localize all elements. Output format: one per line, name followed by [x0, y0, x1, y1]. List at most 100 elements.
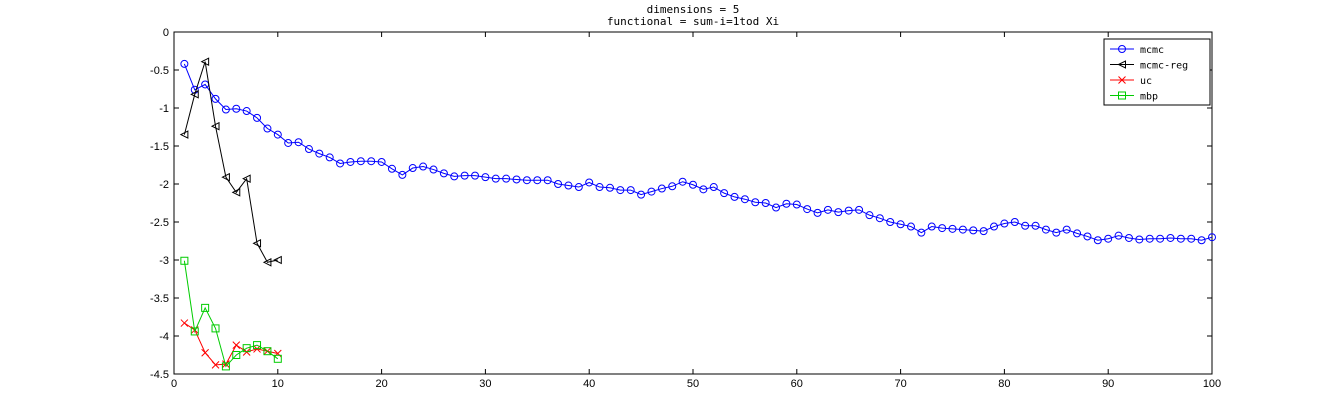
- series-line-mbp: [183, 260, 279, 368]
- x-tick-label: 60: [791, 378, 803, 390]
- series-mcmc-reg: [179, 57, 282, 267]
- legend-marker-mbp: [1118, 91, 1126, 100]
- legend-label-uc: uc: [1140, 76, 1152, 87]
- data-point-mcmc: [1104, 234, 1113, 243]
- y-tick-label: 0: [163, 27, 169, 39]
- y-tick-label: -2.5: [150, 217, 169, 229]
- data-point-mcmc: [387, 164, 396, 173]
- data-point-mcmc: [284, 138, 293, 147]
- data-point-mcmc: [336, 159, 345, 168]
- data-point-mcmc: [325, 153, 334, 162]
- legend-label-mcmc: mcmc: [1140, 45, 1164, 56]
- series-line-mcmc: [183, 63, 1213, 241]
- data-point-mcmc: [1145, 234, 1154, 243]
- data-point-mcmc: [439, 169, 448, 178]
- legend-marker-uc: [1118, 76, 1126, 84]
- data-point-mcmc: [419, 162, 428, 171]
- data-point-mcmc: [356, 157, 365, 166]
- data-point-mcmc: [242, 107, 251, 116]
- data-point-mbp: [211, 324, 220, 333]
- data-point-mcmc: [1000, 219, 1009, 228]
- data-point-mcmc: [823, 205, 832, 214]
- data-point-mcmc: [1052, 228, 1061, 237]
- y-tick-label: -1: [159, 103, 169, 115]
- data-point-mcmc: [1124, 233, 1133, 242]
- x-tick-label: 30: [479, 378, 491, 390]
- data-point-mcmc: [574, 183, 583, 192]
- data-point-mcmc: [502, 174, 511, 183]
- data-point-mcmc: [616, 186, 625, 195]
- x-tick-label: 10: [272, 378, 284, 390]
- legend-marker-mcmc-reg: [1117, 60, 1126, 69]
- data-point-mcmc: [948, 224, 957, 233]
- data-point-mcmc: [1156, 234, 1165, 243]
- y-tick-label: -4.5: [150, 369, 169, 381]
- data-point-mcmc: [595, 183, 604, 192]
- data-point-mcmc: [938, 224, 947, 233]
- data-point-mcmc: [512, 175, 521, 184]
- plot-area: 0 10 20 30 40 50 60 70 80 90 100 0 -0.5 -1 -1.5 -2 -2.5 -…: [150, 27, 1221, 390]
- data-point-mcmc: [346, 157, 355, 166]
- data-point-mcmc-reg: [200, 57, 210, 66]
- data-point-mcmc: [896, 220, 905, 229]
- data-point-mcmc: [927, 222, 936, 231]
- x-tick-label: 80: [998, 378, 1010, 390]
- series-mbp: [180, 256, 282, 371]
- data-point-mcmc-reg: [262, 257, 272, 267]
- data-point-mcmc: [1031, 221, 1040, 230]
- data-point-mcmc: [678, 177, 687, 186]
- data-point-mcmc: [1010, 218, 1019, 226]
- data-point-mcmc: [221, 105, 230, 114]
- data-point-mcmc: [1083, 232, 1092, 241]
- data-point-mcmc: [211, 94, 220, 103]
- data-point-mcmc-reg: [242, 174, 251, 183]
- data-point-mcmc: [450, 172, 459, 181]
- data-point-mcmc: [855, 205, 864, 214]
- data-point-mcmc: [367, 157, 376, 166]
- legend-label-mcmc-reg: mcmc-reg: [1140, 61, 1188, 72]
- data-point-mbp: [253, 341, 262, 350]
- data-point-mcmc: [792, 200, 801, 209]
- data-point-mbp: [221, 362, 230, 371]
- legend-box: [1103, 38, 1211, 106]
- data-point-mcmc: [460, 171, 469, 180]
- data-point-mcmc: [761, 199, 770, 207]
- data-point-mcmc: [886, 218, 895, 226]
- data-point-mcmc: [865, 211, 874, 220]
- data-point-mcmc: [408, 164, 417, 173]
- data-point-mcmc: [377, 157, 386, 166]
- x-tick-label: 40: [583, 378, 595, 390]
- data-point-mcmc: [1187, 234, 1196, 243]
- data-point-mcmc: [533, 176, 542, 185]
- data-point-mbp: [273, 354, 282, 363]
- data-point-mcmc: [906, 222, 915, 231]
- data-point-mcmc: [730, 192, 739, 201]
- data-point-mcmc: [740, 195, 749, 204]
- data-point-mcmc-reg: [210, 121, 220, 131]
- data-point-mcmc: [294, 138, 303, 147]
- data-point-mcmc: [834, 208, 843, 217]
- y-tick-label: -1.5: [150, 141, 169, 153]
- data-point-uc: [232, 341, 241, 349]
- data-point-uc: [211, 361, 220, 369]
- data-point-mbp: [242, 344, 251, 353]
- y-tick-label: -2: [159, 179, 169, 191]
- data-point-mbp: [190, 327, 199, 336]
- data-point-mbp: [180, 256, 189, 265]
- data-point-mcmc: [875, 214, 884, 223]
- data-point-mcmc: [564, 181, 573, 190]
- data-point-mcmc: [554, 180, 563, 188]
- data-point-mcmc: [491, 174, 500, 183]
- data-point-mcmc: [1073, 229, 1082, 238]
- data-point-mcmc: [263, 124, 272, 133]
- data-point-uc: [222, 360, 230, 368]
- data-point-mcmc: [1166, 233, 1175, 242]
- data-point-mcmc: [751, 198, 760, 207]
- series-line-mcmc-reg: [183, 61, 278, 263]
- data-point-mcmc: [979, 227, 988, 236]
- data-point-mcmc: [657, 184, 666, 193]
- data-point-mcmc: [180, 59, 189, 68]
- data-point-mcmc: [668, 182, 677, 191]
- data-point-mcmc: [585, 178, 594, 187]
- data-point-mbp: [263, 347, 272, 356]
